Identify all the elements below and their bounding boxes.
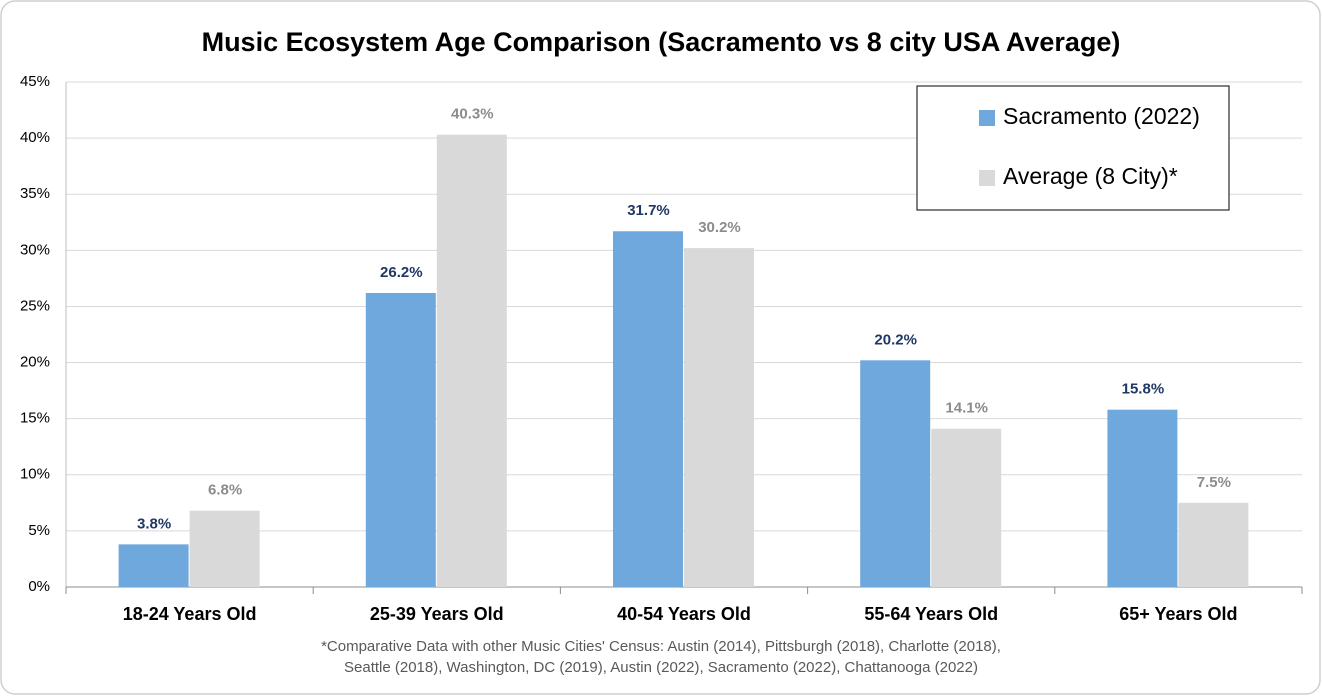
y-tick-label: 40% (20, 129, 50, 146)
y-tick-label: 10% (20, 466, 50, 483)
value-label: 15.8% (1122, 381, 1165, 398)
bar (613, 231, 683, 587)
x-tick-label: 25-39 Years Old (370, 604, 504, 624)
legend-box (916, 85, 1230, 211)
y-tick-label: 25% (20, 297, 50, 314)
y-tick-label: 15% (20, 410, 50, 427)
bar (860, 360, 931, 587)
bar (365, 292, 436, 587)
legend-label: Average (8 City)* (1003, 163, 1178, 189)
legend-label: Sacramento (2022) (1003, 103, 1200, 129)
value-label: 31.7% (627, 202, 670, 219)
bar (189, 510, 260, 587)
value-label: 40.3% (451, 106, 494, 123)
footnote: Seattle (2018), Washington, DC (2019), A… (344, 659, 978, 676)
value-label: 7.5% (1197, 474, 1231, 491)
x-tick-label: 18-24 Years Old (123, 604, 257, 624)
legend-swatch (979, 170, 995, 186)
footnote: *Comparative Data with other Music Citie… (321, 638, 1001, 655)
value-label: 26.2% (380, 264, 423, 281)
x-tick-label: 65+ Years Old (1119, 604, 1237, 624)
value-label: 30.2% (698, 219, 741, 236)
bar (118, 544, 189, 587)
y-tick-label: 20% (20, 354, 50, 371)
y-tick-label: 35% (20, 185, 50, 202)
y-tick-label: 30% (20, 241, 50, 258)
legend-swatch (979, 110, 995, 126)
bar (436, 134, 507, 587)
bar (931, 428, 1002, 587)
value-label: 6.8% (208, 482, 242, 499)
value-label: 3.8% (137, 515, 171, 532)
x-tick-label: 55-64 Years Old (864, 604, 998, 624)
x-tick-label: 40-54 Years Old (617, 604, 751, 624)
bar (1107, 409, 1178, 587)
value-label: 20.2% (874, 331, 917, 348)
y-tick-label: 45% (20, 73, 50, 90)
value-label: 14.1% (945, 400, 988, 417)
bar (1178, 502, 1249, 587)
chart-title: Music Ecosystem Age Comparison (Sacramen… (202, 27, 1121, 57)
bar (684, 248, 754, 588)
y-tick-label: 5% (28, 522, 50, 539)
y-tick-label: 0% (28, 578, 50, 595)
